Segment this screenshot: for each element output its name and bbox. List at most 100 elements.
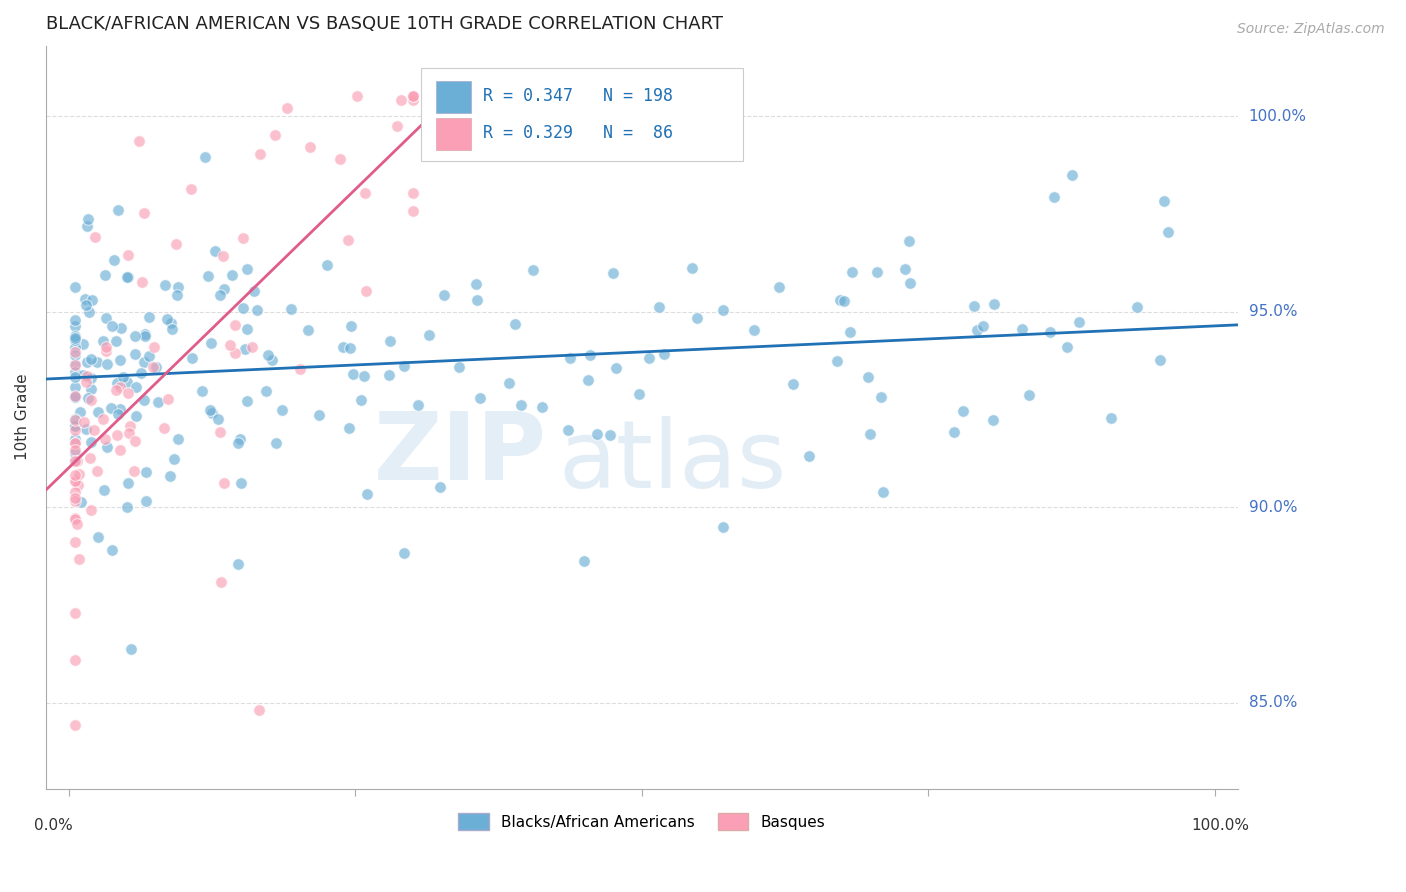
Point bbox=[401, 94, 423, 108]
Point bbox=[232, 301, 254, 315]
Point bbox=[236, 394, 259, 409]
Point bbox=[146, 395, 169, 409]
Point bbox=[401, 204, 423, 219]
Point bbox=[1153, 194, 1175, 208]
Text: R = 0.329   N =  86: R = 0.329 N = 86 bbox=[484, 124, 673, 143]
Point bbox=[80, 351, 103, 366]
Point bbox=[76, 219, 98, 234]
Point bbox=[63, 340, 86, 354]
Point bbox=[221, 268, 243, 282]
Point bbox=[155, 312, 177, 326]
Point bbox=[832, 293, 855, 308]
Point bbox=[63, 418, 86, 433]
Point bbox=[63, 358, 86, 372]
Point bbox=[652, 347, 675, 361]
Point bbox=[163, 451, 186, 466]
Point bbox=[828, 293, 851, 307]
Point bbox=[531, 401, 554, 415]
Point bbox=[219, 338, 242, 352]
Point bbox=[742, 323, 765, 337]
Point bbox=[63, 345, 86, 359]
Point bbox=[254, 384, 277, 398]
Point bbox=[966, 323, 988, 337]
Point bbox=[406, 398, 429, 412]
Point bbox=[235, 262, 257, 277]
Point bbox=[401, 89, 423, 103]
Point bbox=[869, 390, 891, 404]
Point bbox=[63, 534, 86, 549]
Point bbox=[80, 435, 103, 450]
Point bbox=[1043, 190, 1066, 204]
FancyBboxPatch shape bbox=[436, 119, 471, 150]
Point bbox=[103, 253, 125, 268]
Point bbox=[66, 478, 89, 492]
Text: BLACK/AFRICAN AMERICAN VS BASQUE 10TH GRADE CORRELATION CHART: BLACK/AFRICAN AMERICAN VS BASQUE 10TH GR… bbox=[46, 15, 723, 33]
Point bbox=[100, 401, 122, 415]
Point bbox=[201, 406, 224, 420]
Point bbox=[63, 412, 86, 426]
Point bbox=[464, 277, 486, 291]
Point bbox=[224, 318, 246, 332]
Point bbox=[866, 265, 889, 279]
Point bbox=[226, 557, 249, 571]
Point bbox=[191, 384, 214, 399]
Point bbox=[447, 360, 470, 375]
Point bbox=[86, 464, 108, 478]
Point bbox=[96, 440, 118, 454]
Point bbox=[576, 373, 599, 387]
Point bbox=[510, 398, 533, 412]
Point bbox=[112, 370, 135, 384]
Point bbox=[63, 468, 86, 483]
Point bbox=[117, 476, 139, 491]
Point bbox=[153, 421, 176, 435]
Point bbox=[80, 382, 103, 396]
Point bbox=[63, 485, 86, 500]
Point bbox=[94, 268, 117, 282]
Point bbox=[72, 337, 94, 351]
Point bbox=[63, 391, 86, 405]
Point bbox=[401, 186, 423, 200]
Point bbox=[101, 543, 124, 558]
Text: 100.0%: 100.0% bbox=[1249, 109, 1306, 124]
Point bbox=[433, 287, 456, 301]
Point bbox=[67, 467, 90, 482]
Point bbox=[118, 425, 141, 440]
Point bbox=[115, 500, 138, 515]
Point bbox=[505, 317, 527, 331]
Point bbox=[76, 355, 98, 369]
Point bbox=[75, 422, 97, 436]
Point bbox=[86, 530, 108, 544]
Point bbox=[972, 319, 994, 334]
Point bbox=[73, 415, 96, 429]
Point bbox=[65, 474, 87, 488]
Point bbox=[82, 293, 104, 307]
Point bbox=[211, 249, 233, 263]
Point bbox=[299, 140, 322, 154]
Point bbox=[1126, 300, 1149, 314]
Point bbox=[157, 392, 180, 407]
Point bbox=[63, 511, 86, 525]
Point bbox=[952, 404, 974, 418]
Point bbox=[356, 487, 378, 501]
Point bbox=[839, 326, 862, 340]
Text: 90.0%: 90.0% bbox=[1249, 500, 1298, 515]
Point bbox=[271, 402, 294, 417]
Point bbox=[63, 454, 86, 468]
Point bbox=[898, 276, 921, 290]
Point bbox=[124, 434, 146, 449]
Point bbox=[236, 322, 259, 336]
Text: 100.0%: 100.0% bbox=[1191, 818, 1250, 833]
Point bbox=[983, 297, 1005, 311]
Point bbox=[711, 302, 734, 317]
Point bbox=[204, 244, 226, 258]
Point bbox=[522, 262, 544, 277]
Point bbox=[77, 305, 100, 319]
Point bbox=[63, 653, 86, 667]
Point bbox=[557, 423, 579, 437]
Point bbox=[153, 277, 176, 292]
Point bbox=[122, 464, 145, 478]
Point bbox=[346, 89, 368, 103]
Point bbox=[229, 476, 252, 491]
Point bbox=[159, 469, 181, 483]
Point bbox=[574, 553, 596, 567]
